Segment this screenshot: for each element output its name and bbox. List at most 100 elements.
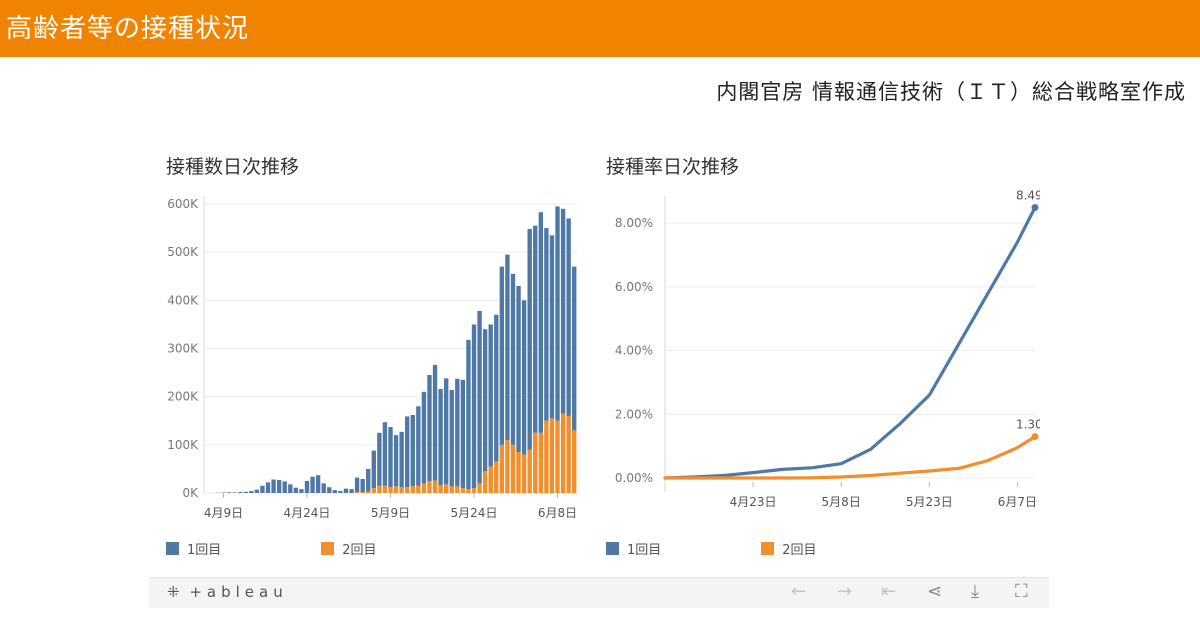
bar-dose1 <box>388 427 393 488</box>
bar-dose2 <box>432 480 438 493</box>
vaccination-rate-line-chart: 0.00% 2.00% 4.00% 6.00% 8.00% 4月23日 5月8日 5月23日 6… <box>615 190 1040 509</box>
line-end-point <box>1031 433 1039 441</box>
bar-dose1 <box>304 480 310 493</box>
bar-dose2 <box>410 486 415 493</box>
bar-dose1 <box>310 476 315 493</box>
bar-dose1 <box>510 273 516 445</box>
bar-dose2 <box>566 415 571 493</box>
bar-dose2 <box>427 480 432 493</box>
y-tick-label: 2.00% <box>615 407 653 421</box>
revert-icon[interactable]: ⇤ <box>881 581 897 602</box>
x-tick-label: 4月9日 <box>204 506 243 520</box>
bar-dose2 <box>443 484 449 493</box>
fullscreen-icon[interactable]: ⛶ <box>1015 581 1028 602</box>
bar-dose1 <box>488 324 493 467</box>
daily-vaccinations-bar-chart: 0K 100K 200K 300K 400K 500K 600K 4月9日 4月24日 5月9日 5… <box>167 196 577 520</box>
x-tick-label: 4月24日 <box>284 506 331 520</box>
bar-dose1 <box>238 492 243 493</box>
bar-dose1 <box>521 300 527 455</box>
bar-dose1 <box>226 492 232 493</box>
bar-dose1 <box>427 374 432 481</box>
line-end-label: 1.30% <box>1016 418 1040 432</box>
bar-dose2 <box>516 452 521 493</box>
bar-dose1 <box>293 487 299 493</box>
tableau-toolbar: ⁜ +ableau ← → ⇤ ⋖ ⤓ ⛶ <box>149 577 1049 608</box>
bar-dose1 <box>282 481 287 493</box>
bar-dose2 <box>449 486 454 493</box>
bar-dose2 <box>388 487 393 493</box>
bar-dose2 <box>521 454 527 493</box>
bar-dose1 <box>332 490 338 493</box>
bar-dose1 <box>432 364 438 481</box>
bar-dose1 <box>288 484 293 493</box>
tableau-logo[interactable]: ⁜ +ableau <box>167 583 288 601</box>
bar-dose2 <box>560 413 566 493</box>
bar-dose1 <box>477 310 482 484</box>
bar-dose1 <box>366 468 371 492</box>
bar-dose1 <box>443 378 449 485</box>
bar-dose2 <box>455 486 460 493</box>
bar-dose2 <box>416 485 421 493</box>
y-tick-label: 4.00% <box>615 344 653 358</box>
bar-dose1 <box>315 475 321 493</box>
bar-dose2 <box>354 492 360 493</box>
bar-dose1 <box>299 489 304 493</box>
bar-dose2 <box>360 492 365 493</box>
bar-dose2 <box>527 449 532 493</box>
bar-dose1 <box>327 487 332 493</box>
x-tick-label: 5月23日 <box>906 495 953 509</box>
bar-dose1 <box>260 485 265 493</box>
legend-swatch-dose2 <box>321 542 335 555</box>
x-tick-label: 6月7日 <box>998 495 1037 509</box>
bar-dose1 <box>399 431 404 488</box>
bar-dose1 <box>377 432 382 486</box>
line-chart-title: 接種率日次推移 <box>606 156 740 178</box>
bar-dose1 <box>393 435 399 487</box>
y-tick-label: 500K <box>167 245 199 259</box>
bar-dose2 <box>460 488 466 493</box>
bar-dose1 <box>555 206 560 421</box>
bar-dose1 <box>566 218 571 416</box>
bar-dose1 <box>416 406 421 486</box>
undo-icon[interactable]: ← <box>791 581 807 602</box>
bar-dose2 <box>466 489 471 493</box>
bar-dose1 <box>265 482 271 493</box>
bar-dose1 <box>549 235 555 419</box>
bar-dose1 <box>560 208 566 414</box>
y-tick-label: 300K <box>167 342 199 356</box>
bar-dose1 <box>321 483 326 493</box>
bar-dose1 <box>354 477 360 493</box>
x-tick-label: 5月9日 <box>371 506 410 520</box>
bar-chart-title: 接種数日次推移 <box>166 156 300 178</box>
bar-dose2 <box>482 471 488 493</box>
redo-icon[interactable]: → <box>837 581 853 602</box>
bar-dose1 <box>382 422 388 486</box>
bar-dose2 <box>499 444 505 493</box>
share-icon[interactable]: ⋖ <box>927 581 943 602</box>
legend-label-dose2: 2回目 <box>342 543 377 558</box>
bar-dose1 <box>438 388 443 486</box>
bar-dose1 <box>499 266 505 445</box>
page-title: 高齢者等の接種状況 <box>6 14 250 44</box>
tableau-logo-icon: ⁜ <box>167 583 180 601</box>
y-tick-label: 200K <box>167 390 199 404</box>
bar-dose1 <box>421 391 427 484</box>
bar-dose1 <box>249 491 254 493</box>
bar-dose2 <box>393 486 399 493</box>
bar-dose1 <box>360 479 365 493</box>
bar-dose1 <box>405 416 410 488</box>
legend-swatch-dose2-rate <box>761 542 775 555</box>
bar-dose2 <box>399 487 404 493</box>
bar-dose2 <box>538 432 543 493</box>
credit-text: 内閣官房 情報通信技術（ＩＴ）総合戦略室作成 <box>716 80 1186 104</box>
legend-label-dose1-rate: 1回目 <box>627 543 662 558</box>
bar-dose1 <box>460 379 466 489</box>
bar-dose1 <box>349 489 354 493</box>
download-icon[interactable]: ⤓ <box>971 581 979 602</box>
bar-dose2 <box>510 444 516 493</box>
bar-dose2 <box>382 485 388 493</box>
bar-dose2 <box>505 440 510 493</box>
bar-dose1 <box>455 378 460 487</box>
x-tick-label: 5月8日 <box>822 495 861 509</box>
legend-swatch-dose1-rate <box>606 542 619 555</box>
